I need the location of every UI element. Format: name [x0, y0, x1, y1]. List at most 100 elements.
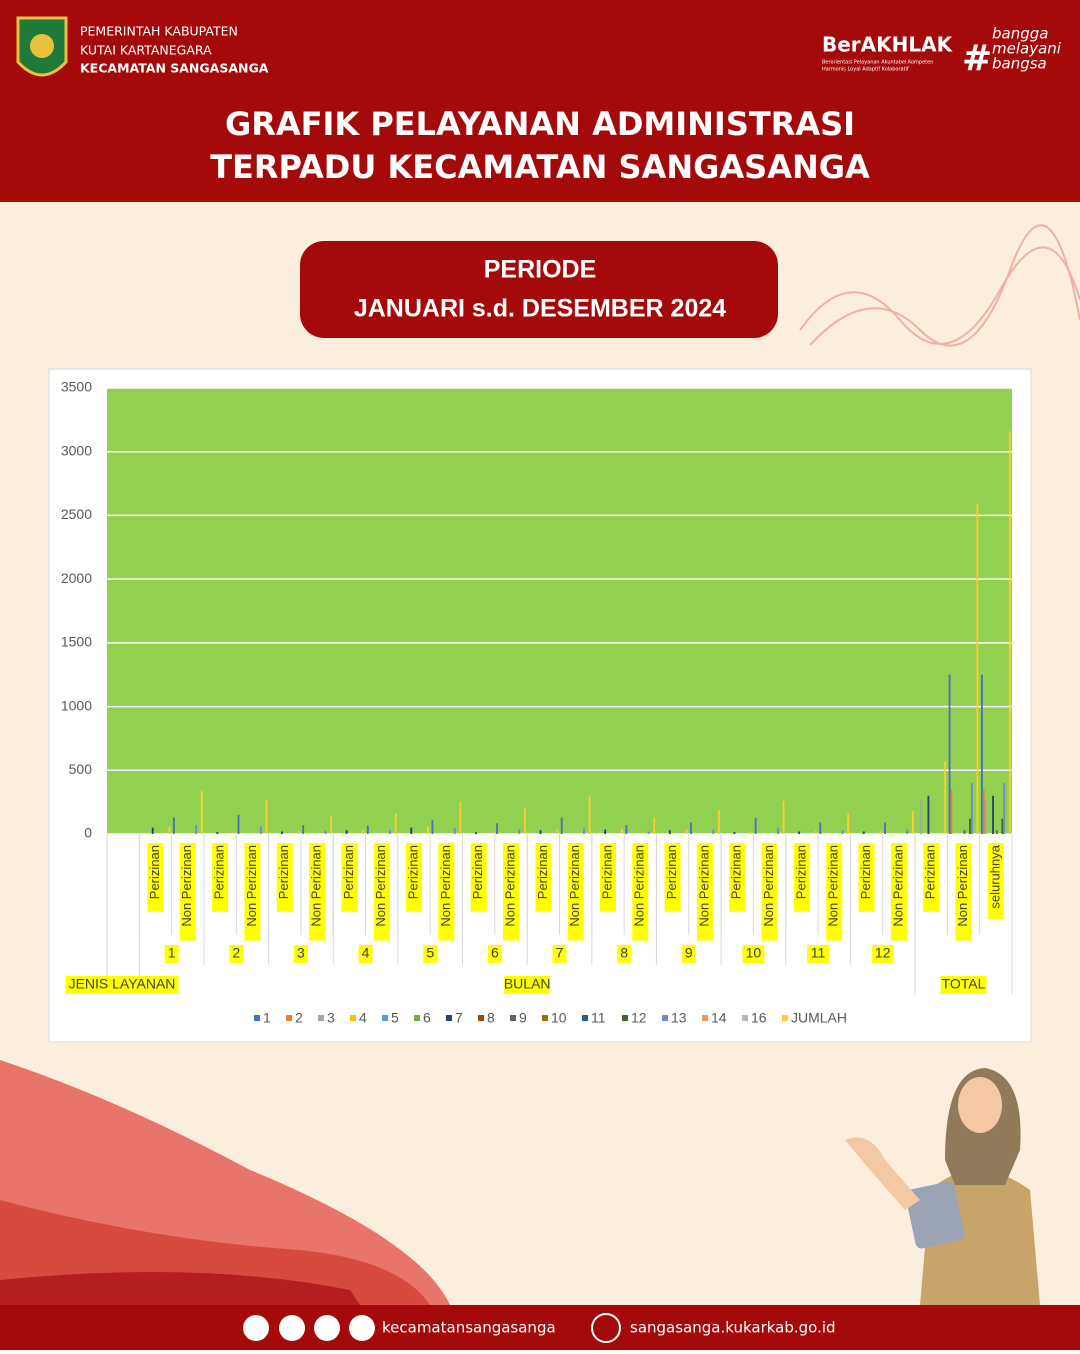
label-highlight [955, 843, 972, 941]
bar [969, 818, 971, 834]
label-highlight [826, 843, 843, 941]
month-label: 7 [556, 945, 564, 961]
label-highlight [940, 976, 987, 994]
legend-swatch [622, 1015, 628, 1021]
legend-label: 16 [751, 1010, 767, 1026]
label-highlight [858, 843, 875, 912]
label-highlight [423, 945, 438, 963]
x-tick-label: Perizinan [470, 845, 485, 899]
bar [491, 831, 494, 834]
month-label: 11 [811, 945, 826, 961]
x-tick-label: Perizinan [212, 845, 227, 899]
x-tick-label: Perizinan [535, 845, 550, 899]
legend-label: 3 [327, 1010, 335, 1026]
label-highlight [147, 843, 164, 912]
label-highlight [229, 945, 244, 963]
bar [453, 827, 456, 834]
bar [302, 825, 305, 834]
bar [620, 828, 623, 834]
label-highlight [358, 945, 373, 963]
bar [970, 783, 973, 834]
bar [1008, 431, 1011, 834]
legend-label: 4 [359, 1010, 367, 1026]
label-highlight [487, 945, 502, 963]
bar [265, 799, 268, 834]
bar [151, 827, 154, 834]
bar [324, 830, 327, 834]
bar [524, 807, 526, 834]
label-highlight [504, 976, 551, 994]
bar [539, 830, 542, 834]
legend-label: 5 [391, 1010, 399, 1026]
x-tick-label: Non Perizinan [244, 845, 259, 927]
label-highlight [729, 843, 746, 912]
label-highlight [632, 843, 649, 941]
x-tick-label: Non Perizinan [890, 845, 905, 927]
y-tick-label: 0 [84, 825, 92, 841]
x-tick-label: Perizinan [276, 845, 291, 899]
bar [168, 826, 171, 834]
x-tick-label: Non Perizinan [179, 845, 194, 927]
label-highlight [503, 843, 520, 941]
bar [237, 814, 240, 834]
bar [690, 822, 692, 834]
bar [927, 795, 930, 834]
header-bar [0, 0, 1080, 202]
label-highlight [244, 843, 261, 941]
bar [750, 831, 753, 834]
label-highlight [696, 843, 713, 941]
bar [459, 802, 462, 834]
group-label: TOTAL [942, 976, 986, 992]
bar [944, 761, 947, 834]
hashtag: bangga [992, 25, 1048, 43]
y-tick-label: 2000 [61, 570, 92, 586]
label-highlight [681, 945, 696, 963]
bar [712, 829, 715, 834]
legend-label: 14 [711, 1010, 727, 1026]
label-highlight [470, 843, 487, 912]
plot-area [107, 388, 1012, 834]
bar [394, 812, 397, 834]
bar [431, 819, 434, 834]
x-tick-label: Perizinan [793, 845, 808, 899]
label-highlight [212, 843, 229, 912]
bar [879, 830, 882, 834]
x-tick-label: Perizinan [147, 845, 162, 899]
legend-label: 1 [263, 1010, 271, 1026]
period-line: JANUARI s.d. DESEMBER 2024 [354, 295, 726, 323]
x-tick-label: Non Perizinan [309, 845, 324, 927]
label-highlight [871, 945, 894, 963]
legend-swatch [382, 1015, 388, 1021]
footer-social: kecamatansangasanga [382, 1319, 556, 1337]
bar [389, 830, 392, 834]
bar [950, 789, 953, 834]
org-line: PEMERINTAH KABUPATEN [80, 24, 238, 39]
bar [366, 825, 369, 834]
group-label: JENIS LAYANAN [69, 976, 176, 992]
bar [798, 831, 801, 834]
bar [518, 828, 521, 834]
bar [814, 830, 817, 834]
label-highlight [617, 945, 632, 963]
y-tick-label: 3500 [61, 379, 92, 395]
legend-swatch [350, 1015, 356, 1021]
bar [920, 799, 922, 834]
title: GRAFIK PELAYANAN ADMINISTRASI [225, 105, 855, 143]
legend-swatch [414, 1015, 420, 1021]
month-label: 2 [232, 945, 240, 961]
label-highlight [164, 945, 179, 963]
x-tick-label: Perizinan [858, 845, 873, 899]
bar [717, 809, 720, 834]
month-label: 3 [297, 945, 305, 961]
bar [410, 827, 413, 834]
label-highlight [599, 843, 616, 912]
legend-label: 12 [631, 1010, 647, 1026]
legend-label: 8 [487, 1010, 495, 1026]
legend-label: 11 [591, 1010, 606, 1026]
month-label: 12 [875, 945, 891, 961]
x-tick-label: Non Perizinan [826, 845, 841, 927]
bar [668, 830, 671, 834]
bar [980, 674, 983, 834]
bar [233, 831, 235, 834]
bar [1001, 818, 1004, 834]
